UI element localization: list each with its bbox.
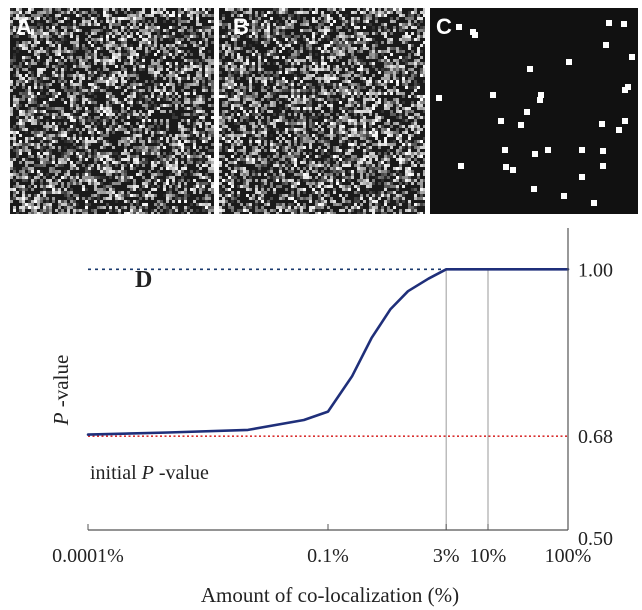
panel-c-label: C [436, 14, 452, 39]
x-tick-label-4: 100% [545, 545, 592, 567]
x-tick-label-2: 3% [433, 545, 460, 567]
initial-label-italic: P [141, 462, 154, 484]
x-tick-label-1: 0.1% [307, 545, 349, 567]
panel-c-sparse-image: C [430, 8, 638, 214]
noise-image-b [219, 8, 425, 214]
y-axis-label-rest: -value [49, 355, 73, 413]
panel-b-noise-image: B [219, 8, 425, 214]
sparse-dots-image [436, 20, 635, 206]
series-layer [86, 267, 570, 436]
series-line-0 [86, 267, 570, 436]
y-axis-label-italic: P [49, 412, 73, 426]
initial-label-suffix: -value [154, 462, 209, 484]
axes [88, 228, 569, 531]
y-tick-label-1: 0.68 [578, 426, 613, 448]
x-tick-label-0: 0.0001% [52, 545, 124, 567]
panel-a-label: A [16, 14, 32, 39]
noise-image-a [10, 8, 214, 214]
y-tick-label-2: 0.50 [578, 528, 613, 550]
panel-a-noise-image: A [10, 8, 214, 214]
panel-b-label: B [233, 14, 249, 39]
x-tick-label-3: 10% [470, 545, 507, 567]
y-tick-label-0: 1.00 [578, 259, 613, 281]
panel-d-label: D [135, 267, 152, 293]
y-axis-label: P -value [49, 355, 73, 427]
tick-labels: 0.0001% 0.1% 3% 10% 100% 1.00 0.68 0.50 [52, 259, 613, 567]
initial-label-prefix: initial [90, 462, 142, 484]
initial-p-value-label: initial P -value [90, 462, 209, 484]
grid-layer [445, 269, 489, 530]
x-axis-label: Amount of co-localization (%) [201, 583, 459, 607]
